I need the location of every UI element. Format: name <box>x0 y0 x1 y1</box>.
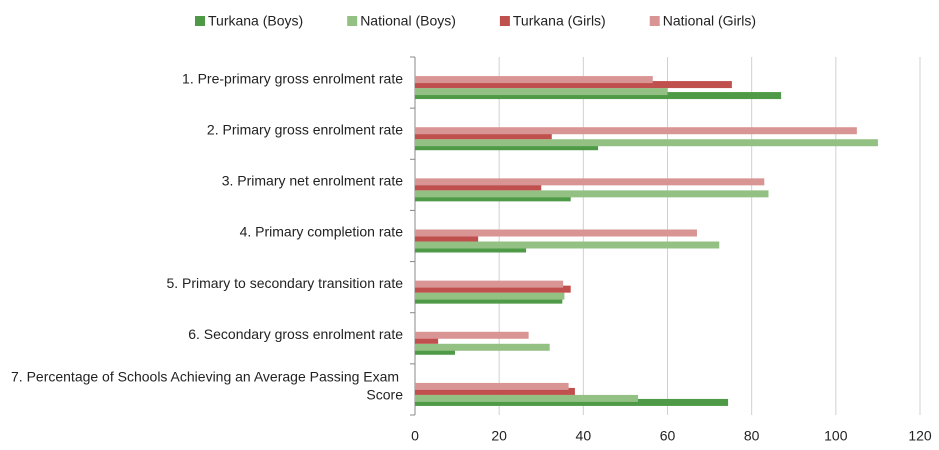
bar <box>415 194 571 202</box>
bar <box>415 292 565 300</box>
category-label: 2. Primary gross enrolment rate <box>207 121 403 137</box>
bar <box>415 241 720 249</box>
bar <box>415 387 575 395</box>
bar <box>415 183 542 191</box>
bar <box>415 143 599 151</box>
x-tick-label: 100 <box>824 428 848 444</box>
category-label: 4. Primary completion rate <box>240 224 404 240</box>
category-label: 6. Secondary gross enrolment rate <box>188 326 403 342</box>
bar <box>415 382 569 390</box>
legend-swatch <box>499 16 510 26</box>
bar <box>415 394 639 402</box>
bar <box>415 229 697 237</box>
bar <box>415 178 765 186</box>
bar <box>415 139 878 147</box>
bar <box>415 92 782 100</box>
bar <box>415 76 653 84</box>
category-label-line: Score <box>366 386 403 402</box>
category-label-line: 7. Percentage of Schools Achieving an Av… <box>11 368 403 384</box>
x-tick-label: 0 <box>411 428 419 444</box>
bar <box>415 132 552 140</box>
x-tick-label: 40 <box>576 428 592 444</box>
bar <box>415 347 455 355</box>
category-label: 5. Primary to secondary transition rate <box>166 275 403 291</box>
x-tick-label: 60 <box>660 428 676 444</box>
legend-label: National (Girls) <box>663 13 756 29</box>
bar <box>415 245 527 253</box>
legend-label: Turkana (Boys) <box>208 13 303 29</box>
bar <box>415 81 732 89</box>
x-tick-label: 20 <box>491 428 507 444</box>
category-label: 1. Pre-primary gross enrolment rate <box>182 70 403 86</box>
legend-label: Turkana (Girls) <box>513 13 606 29</box>
bar <box>415 296 563 304</box>
bar <box>415 285 571 293</box>
bar <box>415 88 668 96</box>
bar <box>415 398 729 406</box>
bar <box>415 343 550 351</box>
category-label: 3. Primary net enrolment rate <box>222 173 404 189</box>
legend-swatch <box>195 16 205 26</box>
bar <box>415 336 439 344</box>
x-tick-label: 120 <box>908 428 932 444</box>
bar <box>415 190 769 198</box>
bar <box>415 234 479 242</box>
legend-label: National (Boys) <box>360 13 456 29</box>
x-tick-label: 80 <box>744 428 760 444</box>
bar <box>415 127 857 135</box>
legend-swatch <box>649 16 660 26</box>
bar <box>415 280 564 288</box>
legend-swatch <box>347 16 358 26</box>
category-label: 7. Percentage of Schools Achieving an Av… <box>11 368 403 402</box>
bar <box>415 331 529 339</box>
